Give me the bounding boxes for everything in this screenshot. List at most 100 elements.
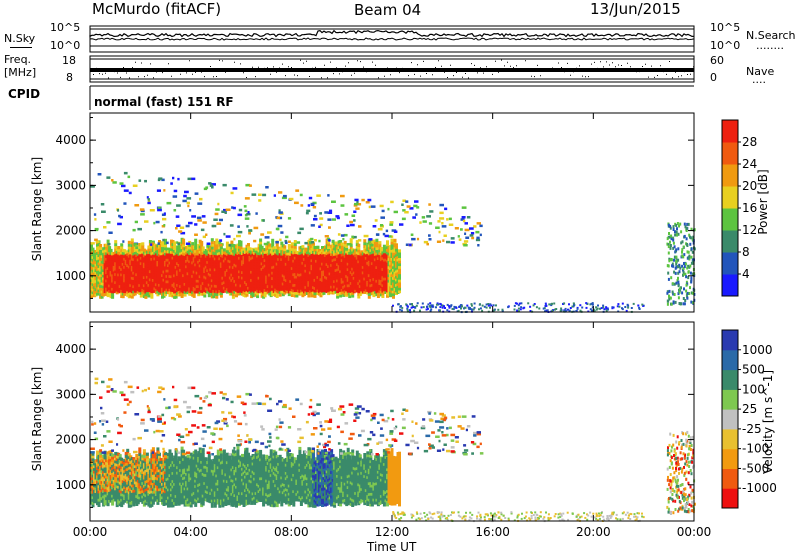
power-panel-cell	[111, 292, 115, 297]
velocity-panel-cell	[99, 454, 103, 458]
power-panel-cell	[625, 309, 628, 312]
power-panel-cell	[126, 293, 130, 297]
power-panel-cell	[324, 264, 327, 268]
power-panel-cell	[203, 187, 208, 191]
power-panel-cell	[450, 241, 455, 244]
power-panel-cell	[281, 196, 287, 200]
power-panel-cell	[677, 296, 680, 300]
power-panel-cell	[412, 306, 415, 309]
power-panel-cell	[670, 276, 673, 280]
power-panel-cell	[363, 290, 367, 294]
power-panel-cell	[324, 235, 329, 238]
power-panel-cell	[393, 243, 398, 246]
power-panel-cell	[367, 282, 371, 286]
power-panel-cell	[461, 206, 467, 209]
power-panel-cell	[117, 209, 120, 212]
power-panel-cell	[626, 303, 629, 306]
power-panel-cell	[591, 306, 594, 309]
power-panel-cell	[667, 251, 670, 255]
power-panel-cell	[293, 256, 297, 260]
power-panel-cell	[244, 197, 250, 200]
power-panel-cell	[186, 261, 190, 265]
power-panel-cell	[339, 269, 343, 274]
noise-tick-right-bottom: 10^0	[710, 39, 741, 52]
power-panel-cell	[358, 225, 362, 228]
power-panel-cell	[295, 291, 299, 295]
power-panel-cell	[399, 223, 404, 226]
power-panel-cell	[304, 241, 308, 245]
power-panel-cell	[120, 243, 124, 247]
power-panel-cell	[349, 246, 353, 250]
power-panel-cell	[277, 227, 280, 231]
power-panel-cell	[349, 220, 353, 224]
power-panel-cell	[401, 217, 406, 221]
power-panel-cell	[179, 226, 185, 229]
power-panel-cell	[147, 201, 151, 205]
power-panel-cell	[324, 245, 327, 249]
power-panel-cell	[684, 225, 687, 229]
power-panel-cell	[454, 227, 459, 230]
power-panel-cell	[135, 245, 139, 249]
freq-trace	[90, 68, 694, 72]
power-panel-cell	[354, 284, 358, 288]
power-panel-cell	[171, 278, 175, 282]
power-panel-cell	[107, 242, 111, 246]
power-panel-cell	[172, 195, 178, 198]
power-panel-cell	[382, 282, 386, 286]
power-panel-cell	[210, 240, 214, 245]
power-panel-cell	[186, 285, 190, 289]
power-panel-cell	[121, 295, 125, 299]
power-panel-cell	[171, 264, 175, 268]
power-panel-cell	[354, 202, 359, 206]
power-panel-cell	[349, 238, 353, 242]
power-panel-cell	[369, 240, 372, 243]
power-panel-cell	[667, 277, 670, 281]
power-panel-cell	[219, 239, 223, 242]
power-panel-cell	[690, 276, 693, 280]
power-panel-cell	[430, 308, 433, 311]
power-panel-cell	[194, 238, 198, 242]
power-panel-cell	[126, 274, 130, 278]
power-panel-cell	[520, 306, 523, 309]
power-panel-cell	[354, 289, 358, 293]
power-panel-cell	[435, 226, 440, 229]
power-panel-cell	[97, 259, 101, 263]
power-panel-cell	[285, 235, 289, 239]
power-panel-cell	[222, 248, 226, 252]
power-panel-cell	[171, 253, 175, 257]
power-panel-cell	[248, 232, 251, 235]
power-panel-cell	[513, 308, 516, 311]
velocity-panel-cell	[111, 499, 115, 503]
power-panel-cell	[248, 258, 252, 262]
velocity-panel-cell	[97, 457, 101, 461]
power-panel-cell	[141, 280, 145, 284]
power-panel-cell	[268, 243, 272, 247]
power-panel-cell	[203, 291, 207, 295]
power-panel-cell	[164, 293, 167, 297]
power-panel-cell	[233, 237, 236, 241]
power-panel-cell	[464, 228, 470, 232]
power-panel-cell	[343, 240, 347, 245]
power-panel-cell	[336, 292, 340, 296]
power-panel-cell	[421, 302, 424, 305]
power-panel-cell	[278, 258, 282, 262]
power-panel-cell	[318, 249, 321, 253]
power-panel-cell	[147, 199, 151, 203]
power-panel-cell	[232, 187, 238, 190]
power-panel-cell	[475, 238, 481, 242]
power-panel-cell	[375, 244, 379, 248]
power-panel-cell	[674, 271, 677, 275]
power-panel-cell	[599, 307, 601, 310]
power-panel-cell	[201, 249, 205, 253]
power-panel-cell	[489, 306, 491, 309]
power-panel-cell	[564, 307, 567, 310]
power-panel-cell	[513, 304, 516, 307]
power-panel-cell	[405, 200, 409, 203]
power-panel-cell	[199, 197, 203, 201]
power-panel-cell	[308, 284, 312, 288]
power-panel-cell	[164, 244, 167, 248]
power-panel-cell	[422, 220, 427, 223]
power-panel-cell	[677, 280, 680, 284]
power-panel-cell	[141, 264, 145, 268]
power-panel-cell	[354, 267, 358, 271]
